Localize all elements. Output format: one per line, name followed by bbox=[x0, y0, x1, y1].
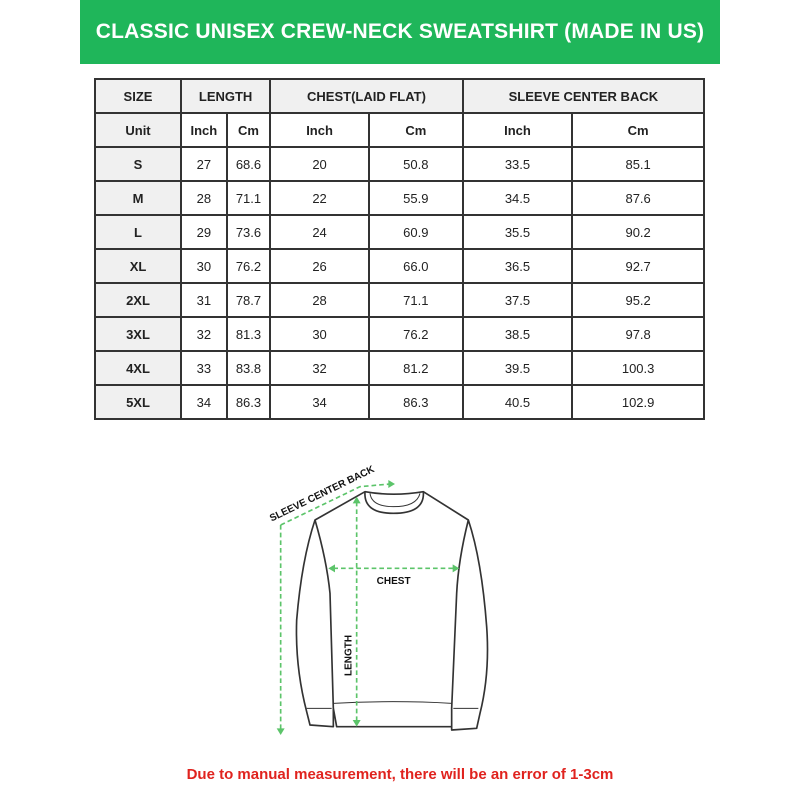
value-cell: 30 bbox=[180, 248, 228, 284]
value-cell: 90.2 bbox=[571, 214, 705, 250]
value-cell: 50.8 bbox=[367, 146, 464, 182]
size-cell: 2XL bbox=[94, 282, 182, 318]
header-size: SIZE bbox=[94, 78, 182, 114]
size-cell: M bbox=[94, 180, 182, 216]
value-cell: 86.3 bbox=[225, 384, 272, 420]
sweatshirt-outline bbox=[295, 490, 489, 731]
size-cell: 5XL bbox=[94, 384, 182, 420]
value-cell: 26 bbox=[269, 248, 370, 284]
value-cell: 85.1 bbox=[571, 146, 705, 182]
table-row: M 28 71.1 22 55.9 34.5 87.6 bbox=[94, 180, 705, 216]
header-chest: CHEST(LAID FLAT) bbox=[269, 78, 464, 114]
table-row: 5XL 34 86.3 34 86.3 40.5 102.9 bbox=[94, 384, 705, 420]
unit-row: Unit Inch Cm Inch Cm Inch Cm bbox=[94, 112, 705, 148]
arrow-heads bbox=[276, 480, 460, 735]
value-cell: 34.5 bbox=[461, 180, 574, 216]
value-cell: 60.9 bbox=[367, 214, 464, 250]
value-cell: 29 bbox=[180, 214, 228, 250]
sleeve-arrow-line bbox=[280, 483, 391, 526]
value-cell: 76.2 bbox=[225, 248, 272, 284]
unit-label: Unit bbox=[94, 112, 182, 148]
header-row: SIZE LENGTH CHEST(LAID FLAT) SLEEVE CENT… bbox=[94, 78, 706, 114]
value-cell: 20 bbox=[269, 146, 370, 182]
value-cell: 39.5 bbox=[461, 350, 574, 386]
value-cell: 37.5 bbox=[461, 282, 574, 318]
size-cell: 3XL bbox=[94, 316, 182, 352]
value-cell: 95.2 bbox=[571, 282, 705, 318]
value-cell: 31 bbox=[180, 282, 228, 318]
value-cell: 28 bbox=[180, 180, 228, 216]
unit-cell: Inch bbox=[269, 112, 370, 148]
size-cell: XL bbox=[94, 248, 182, 284]
value-cell: 66.0 bbox=[367, 248, 464, 284]
size-cell: 4XL bbox=[94, 350, 182, 386]
table-row: S 27 68.6 20 50.8 33.5 85.1 bbox=[94, 146, 705, 182]
value-cell: 78.7 bbox=[225, 282, 272, 318]
value-cell: 100.3 bbox=[571, 350, 705, 386]
value-cell: 38.5 bbox=[461, 316, 574, 352]
length-label: LENGTH bbox=[344, 635, 355, 676]
size-cell: L bbox=[94, 214, 182, 250]
measure-arrows bbox=[279, 483, 455, 730]
unit-cell: Cm bbox=[571, 112, 705, 148]
value-cell: 33.5 bbox=[461, 146, 574, 182]
value-cell: 86.3 bbox=[367, 384, 464, 420]
value-cell: 24 bbox=[269, 214, 370, 250]
chest-label: CHEST bbox=[377, 576, 411, 587]
table-row: L 29 73.6 24 60.9 35.5 90.2 bbox=[94, 214, 705, 250]
value-cell: 32 bbox=[269, 350, 370, 386]
value-cell: 55.9 bbox=[367, 180, 464, 216]
header-length: LENGTH bbox=[179, 78, 272, 114]
unit-cell: Cm bbox=[367, 112, 464, 148]
value-cell: 35.5 bbox=[461, 214, 574, 250]
value-cell: 34 bbox=[269, 384, 370, 420]
value-cell: 102.9 bbox=[571, 384, 705, 420]
value-cell: 27 bbox=[180, 146, 228, 182]
title-banner: CLASSIC UNISEX CREW-NECK SWEATSHIRT (MAD… bbox=[80, 0, 720, 64]
sweatshirt-diagram: SLEEVE CENTER BACK CHEST LENGTH bbox=[268, 464, 489, 735]
table-row: 2XL 31 78.7 28 71.1 37.5 95.2 bbox=[94, 282, 705, 318]
unit-cell: Cm bbox=[225, 112, 272, 148]
value-cell: 33 bbox=[180, 350, 228, 386]
value-cell: 81.3 bbox=[225, 316, 272, 352]
value-cell: 81.2 bbox=[367, 350, 464, 386]
table-row: 3XL 32 81.3 30 76.2 38.5 97.8 bbox=[94, 316, 705, 352]
measurement-note: Due to manual measurement, there will be… bbox=[186, 766, 614, 783]
header-sleeve: SLEEVE CENTER BACK bbox=[461, 78, 706, 114]
value-cell: 68.6 bbox=[225, 146, 272, 182]
value-cell: 87.6 bbox=[571, 180, 705, 216]
size-cell: S bbox=[94, 146, 182, 182]
value-cell: 83.8 bbox=[225, 350, 272, 386]
unit-cell: Inch bbox=[180, 112, 228, 148]
value-cell: 40.5 bbox=[461, 384, 574, 420]
unit-cell: Inch bbox=[461, 112, 574, 148]
value-cell: 36.5 bbox=[461, 248, 574, 284]
value-cell: 73.6 bbox=[225, 214, 272, 250]
value-cell: 34 bbox=[180, 384, 228, 420]
value-cell: 71.1 bbox=[367, 282, 464, 318]
table-row: 4XL 33 83.8 32 81.2 39.5 100.3 bbox=[94, 350, 705, 386]
value-cell: 28 bbox=[269, 282, 370, 318]
value-cell: 30 bbox=[269, 316, 370, 352]
value-cell: 22 bbox=[269, 180, 370, 216]
size-table: SIZE LENGTH CHEST(LAID FLAT) SLEEVE CENT… bbox=[94, 78, 706, 420]
value-cell: 97.8 bbox=[571, 316, 705, 352]
value-cell: 32 bbox=[180, 316, 228, 352]
value-cell: 76.2 bbox=[367, 316, 464, 352]
value-cell: 92.7 bbox=[571, 248, 705, 284]
value-cell: 71.1 bbox=[225, 180, 272, 216]
table-row: XL 30 76.2 26 66.0 36.5 92.7 bbox=[94, 248, 705, 284]
